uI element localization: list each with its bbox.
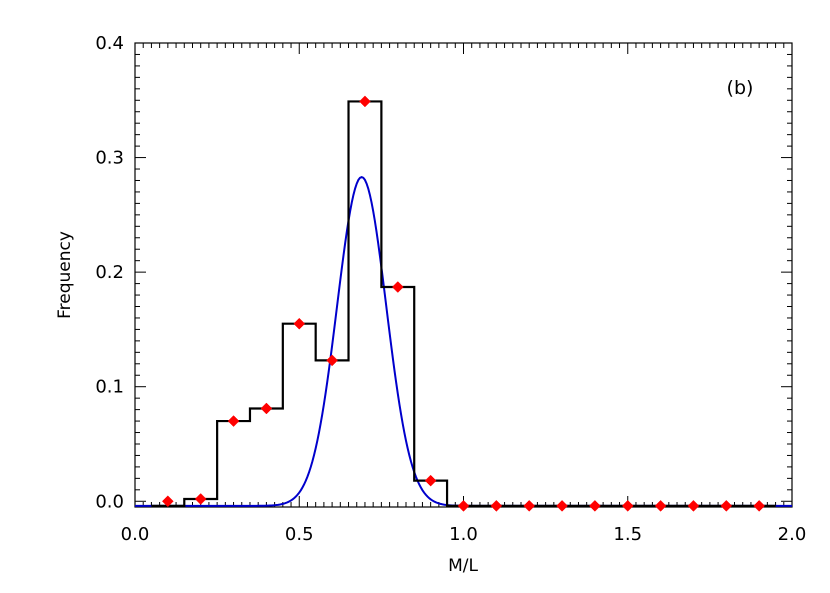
data-point-marker: [293, 317, 306, 330]
data-point-marker: [687, 500, 700, 512]
gaussian-fit-line: [135, 175, 792, 507]
data-point-marker: [589, 500, 601, 512]
y-tick-label: 0.1: [95, 377, 124, 398]
data-point-marker: [391, 281, 404, 293]
y-tick-label: 0.2: [95, 262, 124, 283]
y-axis-label: Frequency: [55, 231, 75, 319]
data-point-marker: [260, 402, 273, 415]
data-point-marker: [161, 495, 174, 508]
series-layer: [135, 95, 792, 512]
data-point-marker: [490, 500, 503, 512]
data-point-marker: [227, 415, 240, 427]
x-tick-label: 1.5: [613, 524, 642, 545]
x-tick-label: 1.0: [449, 524, 478, 545]
x-axis-label: M/L: [448, 556, 478, 576]
y-tick-label: 0.0: [95, 491, 124, 512]
data-point-marker: [720, 500, 733, 512]
data-point-marker: [753, 500, 766, 512]
x-tick-label: 0.5: [285, 524, 314, 545]
x-tick-label: 0.0: [121, 524, 150, 545]
data-point-marker: [523, 500, 536, 512]
plot-border: [134, 42, 793, 508]
histogram-step-line: [150, 100, 777, 507]
x-tick-label: 2.0: [778, 524, 807, 545]
data-point-marker: [621, 500, 634, 512]
data-point-marker: [654, 500, 667, 512]
plot-frame: [134, 42, 793, 508]
axis-ticks: [134, 42, 793, 507]
data-point-marker: [424, 474, 437, 487]
data-point-marker: [194, 493, 207, 505]
data-point-marker: [457, 500, 470, 512]
data-point-marker: [359, 95, 371, 108]
axis-tick-labels: 0.0 0.5 1.0 1.5 2.0 0.0 0.1 0.2 0.3 0.4: [95, 33, 806, 545]
panel-label: (b): [727, 77, 754, 99]
y-tick-label: 0.3: [95, 148, 124, 169]
data-point-marker: [556, 500, 568, 512]
data-point-marker: [326, 354, 338, 367]
y-tick-label: 0.4: [95, 33, 124, 54]
